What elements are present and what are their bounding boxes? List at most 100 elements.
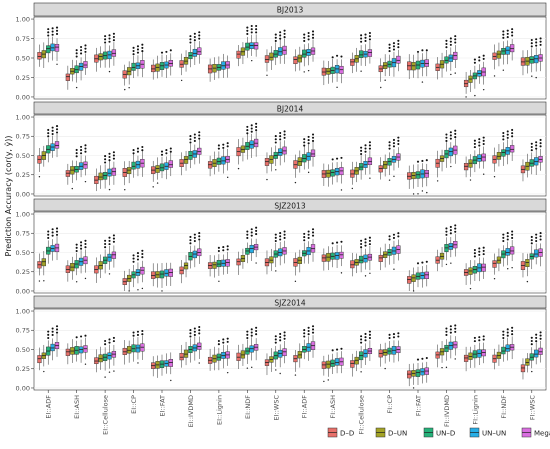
significance-star (368, 243, 371, 246)
facet-strip (33, 295, 547, 309)
box (183, 150, 189, 171)
significance-star (279, 238, 282, 241)
box (70, 256, 75, 280)
significance-star (246, 333, 249, 336)
box (297, 343, 302, 368)
box (74, 60, 79, 89)
box (269, 348, 274, 372)
category-group (435, 224, 458, 272)
significance-star (198, 34, 201, 37)
box-body (350, 360, 355, 368)
significance-star (198, 232, 201, 235)
box-body (492, 260, 497, 268)
significance-star (136, 258, 140, 261)
box (302, 44, 307, 73)
box (378, 343, 383, 367)
x-tick-label: EI::WSC (272, 395, 280, 421)
box (297, 249, 302, 273)
box-body (65, 348, 70, 356)
significance-star (55, 230, 59, 233)
significance-star (506, 328, 509, 331)
box (481, 146, 486, 175)
box-outlier (511, 267, 513, 269)
box (188, 143, 193, 169)
box (520, 253, 526, 278)
significance-star (226, 248, 229, 251)
significance-star (506, 32, 509, 35)
box-outlier (384, 367, 386, 370)
significance-star (506, 331, 509, 334)
box-outlier (351, 187, 354, 190)
box (339, 351, 344, 374)
significance-star (303, 138, 306, 141)
significance-star (454, 35, 457, 38)
significance-star (189, 329, 192, 332)
x-tick-label: EI::FAT (159, 395, 167, 416)
box (131, 153, 136, 178)
box (221, 53, 226, 78)
facet-panel: SJZ2013 0.00 0.25 0.50 0.75 1.00 (16, 198, 547, 295)
significance-star (136, 51, 140, 54)
significance-star (274, 341, 277, 344)
significance-star (193, 333, 196, 337)
box (164, 55, 169, 78)
legend-label: UN–UN (482, 430, 506, 438)
box (477, 342, 482, 366)
box (387, 152, 392, 181)
significance-star (502, 138, 505, 141)
box-outlier (294, 280, 297, 283)
significance-star (51, 231, 54, 234)
significance-star (530, 42, 533, 45)
significance-star (55, 233, 59, 236)
box-body (424, 271, 429, 279)
box (415, 52, 421, 79)
significance-star (165, 152, 168, 155)
box-outlier (412, 290, 415, 292)
significance-star (331, 349, 334, 352)
significance-star (511, 236, 514, 240)
box (396, 49, 401, 72)
category-group (151, 262, 173, 292)
significance-star (84, 242, 87, 246)
significance-star (84, 50, 87, 53)
box-body (127, 346, 132, 354)
box-body (98, 172, 103, 181)
significance-star (307, 236, 310, 240)
significance-star (360, 40, 363, 43)
box-outlier (108, 371, 111, 373)
box-body (159, 163, 165, 172)
box (102, 44, 108, 68)
box (326, 246, 331, 271)
significance-star (368, 35, 371, 38)
significance-star (502, 233, 505, 236)
category-group (463, 136, 486, 181)
box (358, 345, 364, 373)
significance-star (141, 43, 144, 46)
category-group (207, 245, 230, 282)
box (354, 253, 359, 274)
box-outlier (113, 370, 115, 372)
significance-star (283, 36, 286, 39)
significance-star (246, 125, 249, 128)
box-body (358, 50, 364, 58)
significance-star (141, 145, 144, 149)
significance-star (279, 232, 282, 235)
significance-star (255, 28, 258, 31)
box (330, 353, 335, 375)
box-outlier (336, 86, 338, 89)
box (448, 335, 453, 359)
significance-star (364, 39, 367, 43)
box-outlier (108, 188, 111, 191)
box (424, 361, 429, 383)
box-outlier (450, 73, 452, 76)
category-group (122, 145, 145, 191)
box (155, 55, 160, 79)
significance-star (511, 28, 514, 31)
box (140, 335, 145, 360)
box (354, 350, 359, 372)
box-body (326, 360, 331, 369)
box (94, 47, 99, 72)
significance-star (283, 136, 286, 139)
significance-star (165, 149, 168, 152)
significance-star (336, 157, 339, 160)
